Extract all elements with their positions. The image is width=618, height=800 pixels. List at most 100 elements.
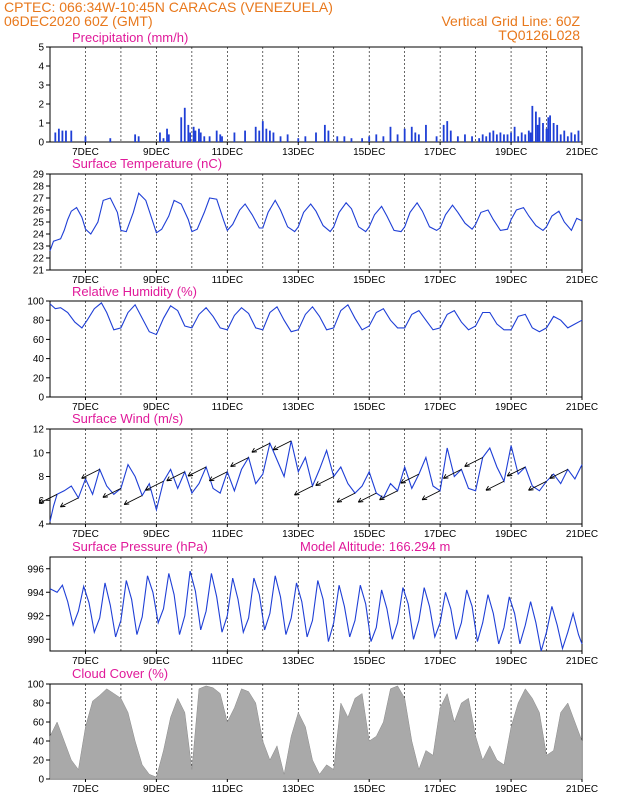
wind-arrow (464, 457, 483, 467)
precip-bar (304, 136, 307, 142)
cloud-cover-area (49, 685, 583, 780)
precip-ytick-label: 3 (38, 81, 44, 92)
precip-bar (258, 130, 261, 142)
cloud-xtick-label: 21DEC (566, 784, 598, 795)
wind-arrow (272, 440, 292, 451)
precip-bar (442, 124, 445, 142)
precip-bar (109, 138, 112, 142)
rh-xtick-label: 17DEC (424, 402, 456, 413)
precip-bar (577, 130, 580, 142)
temp-xtick-label: 17DEC (424, 275, 456, 286)
wind-arrowhead (528, 485, 534, 491)
wind-arrow (209, 471, 228, 482)
wind-arrowhead (123, 500, 130, 505)
pres-xtick-label: 7DEC (72, 656, 99, 667)
wind-arrowhead (549, 473, 555, 479)
wind-arrowhead (294, 490, 300, 496)
precip-xtick-label: 13DEC (282, 147, 314, 158)
temp-ytick-label: 27 (33, 194, 45, 205)
pres-plot-frame (49, 556, 583, 652)
wind-ytick-label: 6 (38, 496, 44, 507)
precip-bar (61, 130, 64, 142)
precip-bar (233, 132, 236, 142)
precip-bar (215, 130, 218, 142)
precip-bar (279, 136, 282, 142)
wind-arrowhead (400, 478, 406, 484)
wind-title: Surface Wind (m/s) (72, 411, 183, 426)
temp-series-line (49, 192, 583, 251)
precip-bar (503, 134, 505, 142)
rh-ytick-label: 60 (33, 335, 45, 346)
temp-ytick-label: 24 (33, 230, 45, 241)
wind-arrowhead (421, 495, 428, 501)
precip-bar (527, 130, 530, 142)
precip-bar (268, 130, 271, 142)
precip-bar (481, 134, 484, 142)
cloud-xtick-label: 19DEC (495, 784, 527, 795)
pres-xtick-label: 15DEC (353, 656, 385, 667)
precip-bar (323, 124, 326, 142)
precip-bar (336, 136, 339, 142)
precip-bar (547, 117, 550, 142)
precip-bar (221, 136, 223, 142)
wind-arrowhead (464, 462, 470, 467)
pres-ytick-label: 990 (27, 635, 44, 646)
precip-bar (534, 111, 537, 142)
wind-xtick-label: 11DEC (212, 529, 244, 540)
precip-bar (414, 132, 417, 142)
precip-bar (563, 130, 566, 142)
precip-bar (513, 126, 516, 142)
precip-bar (456, 136, 459, 142)
temp-ytick-label: 26 (33, 206, 45, 217)
precip-bar (70, 130, 73, 142)
pres-xtick-label: 13DEC (282, 656, 314, 667)
precip-bar (506, 134, 509, 142)
precip-bar (552, 123, 555, 142)
rh-xtick-label: 11DEC (212, 402, 244, 413)
temp-xtick-label: 15DEC (353, 275, 385, 286)
run-datetime: 06DEC2020 60Z (GMT) (4, 13, 153, 29)
precip-ytick-label: 2 (38, 100, 44, 111)
panel-precip: 0 1 2 3 4 5 7DEC 9DEC 11DEC 13DEC 15DEC 17DEC 19DEC 2… (38, 30, 598, 158)
precip-bar (194, 130, 197, 142)
wind-xtick-label: 13DEC (282, 529, 314, 540)
wind-ytick-label: 8 (38, 472, 44, 483)
cloud-ytick-label: 20 (33, 756, 45, 767)
pres-ytick-label: 992 (27, 611, 44, 622)
precip-bar (574, 134, 576, 142)
wind-arrow (485, 480, 505, 491)
wind-xtick-label: 7DEC (72, 529, 99, 540)
wind-xtick-label: 15DEC (353, 529, 385, 540)
wind-arrow (528, 480, 547, 491)
precip-bar (559, 134, 562, 142)
precip-bar (545, 128, 548, 142)
precip-bar (524, 134, 527, 142)
precip-bar (531, 105, 534, 142)
precip-bar (159, 132, 161, 142)
temp-xtick-label: 21DEC (566, 275, 598, 286)
temp-ytick-label: 21 (33, 266, 45, 277)
wind-arrow (102, 487, 122, 498)
wind-arrow (187, 466, 207, 477)
wind-arrow (251, 442, 271, 453)
station-header: CPTEC: 066:34W-10:45N CARACAS (VENEZUELA… (4, 0, 333, 15)
precip-bar (435, 136, 438, 142)
rh-series-line (49, 302, 583, 336)
pres-series-line (49, 570, 583, 652)
cloud-xtick-label: 13DEC (282, 784, 314, 795)
precip-bar (446, 121, 449, 142)
wind-arrow (38, 493, 58, 504)
panel-cloud: 0 20 40 60 80 100 7DEC 9DEC 11DEC 13DEC 15DEC 17DEC… (27, 666, 598, 795)
wind-arrow (421, 490, 441, 501)
cloud-xtick-label: 11DEC (212, 784, 244, 795)
precip-bar (538, 117, 541, 142)
wind-xtick-label: 19DEC (495, 529, 527, 540)
precip-bar (361, 138, 364, 142)
wind-arrowhead (379, 495, 385, 501)
wind-arrowhead (230, 462, 236, 467)
precip-bar (261, 121, 264, 142)
wind-arrowhead (208, 476, 215, 482)
precip-xtick-label: 21DEC (566, 147, 598, 158)
